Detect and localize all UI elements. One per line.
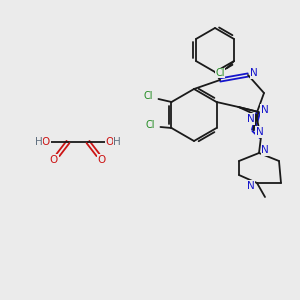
Text: O: O — [42, 137, 50, 147]
Text: N: N — [261, 145, 269, 155]
Text: O: O — [98, 155, 106, 165]
Text: N: N — [256, 127, 263, 137]
Text: Cl: Cl — [215, 68, 225, 78]
Text: N: N — [250, 68, 258, 78]
Text: O: O — [50, 155, 58, 165]
Text: Cl: Cl — [146, 120, 155, 130]
Text: O: O — [106, 137, 114, 147]
Text: N: N — [247, 114, 255, 124]
Text: Cl: Cl — [144, 91, 153, 101]
Text: H: H — [113, 137, 121, 147]
Text: N: N — [247, 181, 255, 191]
Text: N: N — [261, 105, 268, 115]
Text: H: H — [35, 137, 43, 147]
